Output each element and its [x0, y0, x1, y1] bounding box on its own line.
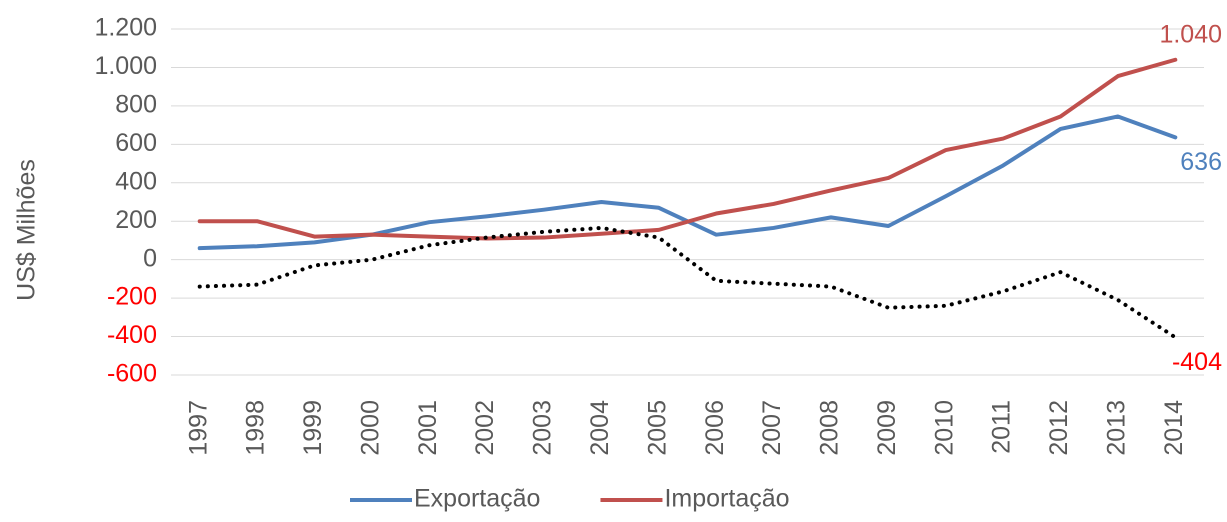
- legend-label: Exportação: [414, 485, 540, 513]
- y-tick-label: -400: [107, 321, 157, 349]
- x-tick-label: 2014: [1160, 400, 1188, 456]
- y-tick-label: 1.200: [94, 14, 157, 42]
- series-line: [197, 57, 1178, 241]
- data-label: 636: [1180, 148, 1222, 176]
- y-axis-title: US$ Milhões: [13, 159, 41, 301]
- y-tick-label: 600: [115, 129, 157, 157]
- x-tick-label: 2009: [873, 400, 901, 456]
- x-tick-label: 2010: [930, 400, 958, 456]
- x-tick-label: 2001: [414, 400, 442, 456]
- x-tick-label: 2006: [701, 400, 729, 456]
- x-tick-label: 2012: [1045, 400, 1073, 456]
- y-tick-label: -200: [107, 283, 157, 311]
- x-tick-label: 2003: [529, 400, 557, 456]
- x-tick-label: 2002: [471, 400, 499, 456]
- y-tick-label: 0: [143, 244, 157, 272]
- y-tick-label: 200: [115, 206, 157, 234]
- x-tick-label: 2000: [356, 400, 384, 456]
- y-tick-label: 400: [115, 167, 157, 195]
- series-line: [197, 225, 1178, 340]
- data-label: 1.040: [1159, 20, 1222, 48]
- x-tick-label: 2011: [988, 400, 1016, 454]
- x-tick-label: 2007: [758, 400, 786, 456]
- data-label: -404: [1172, 348, 1222, 376]
- x-tick-label: 2008: [816, 400, 844, 456]
- y-tick-label: 800: [115, 90, 157, 118]
- y-tick-label: 1.000: [94, 52, 157, 80]
- x-tick-label: 1997: [184, 400, 212, 456]
- y-tick-label: -600: [107, 360, 157, 388]
- legend-label: Importação: [664, 485, 789, 513]
- x-tick-label: 2013: [1103, 400, 1131, 456]
- x-tick-label: 1998: [242, 400, 270, 456]
- x-tick-label: 2004: [586, 400, 614, 456]
- x-tick-label: 1999: [299, 400, 327, 456]
- x-tick-label: 2005: [643, 400, 671, 456]
